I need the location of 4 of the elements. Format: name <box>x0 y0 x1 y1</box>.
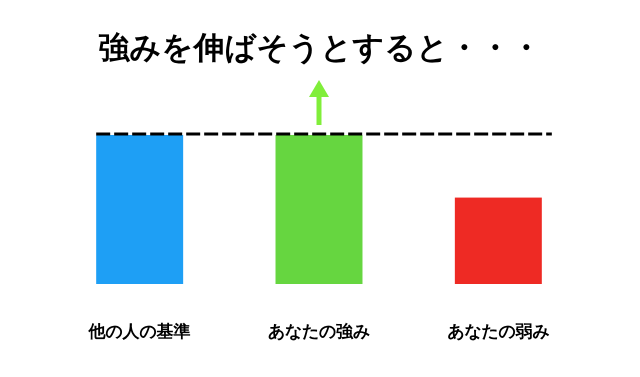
x-tick-label: 他の人の基準 <box>88 322 191 342</box>
chart-title: 強みを伸ばそうとすると・・・ <box>98 30 542 66</box>
x-tick-label: あなたの強み <box>268 322 370 342</box>
x-tick-label: あなたの弱み <box>447 322 550 342</box>
